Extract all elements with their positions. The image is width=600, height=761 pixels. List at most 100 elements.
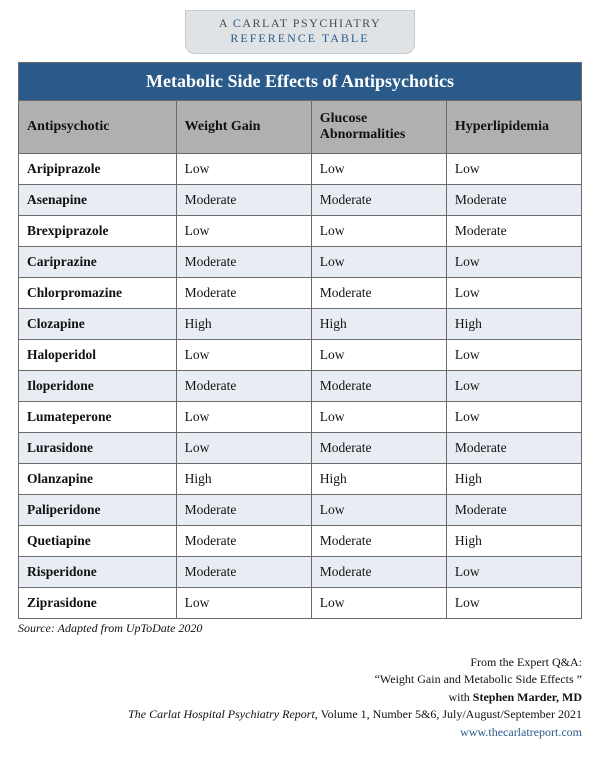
col-header: Glucose Abnormalities [311, 101, 446, 154]
table-cell: High [176, 464, 311, 495]
table-cell: Moderate [176, 495, 311, 526]
table-cell: Low [176, 340, 311, 371]
table-cell: Ziprasidone [19, 588, 177, 619]
table-cell: Lurasidone [19, 433, 177, 464]
table-cell: Low [446, 588, 581, 619]
credits-rest: , Volume 1, Number 5&6, July/August/Sept… [315, 707, 582, 721]
table-cell: High [446, 464, 581, 495]
badge-rest: ARLAT PSYCHIATRY [242, 16, 381, 30]
table-cell: Risperidone [19, 557, 177, 588]
credits-l4: The Carlat Hospital Psychiatry Report, V… [18, 706, 582, 723]
table-row: CariprazineModerateLowLow [19, 247, 582, 278]
table-cell: Paliperidone [19, 495, 177, 526]
table-cell: Moderate [311, 278, 446, 309]
table-cell: High [311, 464, 446, 495]
credits-l1: From the Expert Q&A: [18, 654, 582, 671]
badge-line1: A CARLAT PSYCHIATRY [195, 16, 405, 31]
table-cell: Clozapine [19, 309, 177, 340]
table-cell: Moderate [176, 557, 311, 588]
table-cell: Low [311, 588, 446, 619]
table-cell: Low [176, 588, 311, 619]
table-row: RisperidoneModerateModerateLow [19, 557, 582, 588]
credits-l3-pre: with [448, 690, 472, 704]
table-cell: Moderate [446, 185, 581, 216]
source-note: Source: Adapted from UpToDate 2020 [18, 621, 582, 636]
table-cell: Moderate [311, 526, 446, 557]
table-title: Metabolic Side Effects of Antipsychotics [19, 63, 582, 101]
table-cell: Chlorpromazine [19, 278, 177, 309]
table-cell: Low [176, 154, 311, 185]
table-body: AripiprazoleLowLowLowAsenapineModerateMo… [19, 154, 582, 619]
table-cell: Low [176, 402, 311, 433]
table-row: HaloperidolLowLowLow [19, 340, 582, 371]
table-cell: Cariprazine [19, 247, 177, 278]
table-cell: Moderate [446, 495, 581, 526]
credits-l3: with Stephen Marder, MD [18, 689, 582, 706]
credits-journal: The Carlat Hospital Psychiatry Report [128, 707, 315, 721]
table-cell: Low [311, 495, 446, 526]
credits-l2: “Weight Gain and Metabolic Side Effects … [18, 671, 582, 688]
table-cell: Low [176, 433, 311, 464]
table-cell: Moderate [446, 433, 581, 464]
col-header: Weight Gain [176, 101, 311, 154]
table-cell: Iloperidone [19, 371, 177, 402]
credits-l3-name: Stephen Marder, MD [473, 690, 582, 704]
table-cell: Moderate [176, 278, 311, 309]
table-cell: Moderate [176, 247, 311, 278]
table-cell: Low [446, 278, 581, 309]
table-cell: Quetiapine [19, 526, 177, 557]
table-row: AripiprazoleLowLowLow [19, 154, 582, 185]
table-cell: Low [176, 216, 311, 247]
table-row: LurasidoneLowModerateModerate [19, 433, 582, 464]
table-cell: Moderate [176, 526, 311, 557]
table-row: LumateperoneLowLowLow [19, 402, 582, 433]
title-row: Metabolic Side Effects of Antipsychotics [19, 63, 582, 101]
table-cell: Moderate [311, 371, 446, 402]
table-cell: Low [311, 154, 446, 185]
table-cell: Aripiprazole [19, 154, 177, 185]
table-cell: Low [446, 154, 581, 185]
table-row: QuetiapineModerateModerateHigh [19, 526, 582, 557]
table-row: OlanzapineHighHighHigh [19, 464, 582, 495]
table-cell: Low [311, 247, 446, 278]
table-row: ClozapineHighHighHigh [19, 309, 582, 340]
table-cell: Lumateperone [19, 402, 177, 433]
table-cell: High [311, 309, 446, 340]
table-cell: Moderate [311, 185, 446, 216]
col-header: Antipsychotic [19, 101, 177, 154]
col-header: Hyperlipidemia [446, 101, 581, 154]
metabolic-table: Metabolic Side Effects of Antipsychotics… [18, 62, 582, 619]
table-cell: Moderate [311, 433, 446, 464]
table-row: IloperidoneModerateModerateLow [19, 371, 582, 402]
badge-line2: REFERENCE TABLE [195, 31, 405, 46]
table-cell: Asenapine [19, 185, 177, 216]
reference-badge: A CARLAT PSYCHIATRY REFERENCE TABLE [185, 10, 415, 54]
table-row: ChlorpromazineModerateModerateLow [19, 278, 582, 309]
table-cell: Low [311, 402, 446, 433]
table-cell: Moderate [311, 557, 446, 588]
table-cell: Moderate [176, 185, 311, 216]
table-cell: Low [311, 340, 446, 371]
table-cell: Brexpiprazole [19, 216, 177, 247]
table-cell: High [176, 309, 311, 340]
table-row: PaliperidoneModerateLowModerate [19, 495, 582, 526]
table-row: AsenapineModerateModerateModerate [19, 185, 582, 216]
table-cell: Low [446, 402, 581, 433]
header-row: Antipsychotic Weight Gain Glucose Abnorm… [19, 101, 582, 154]
table-cell: Haloperidol [19, 340, 177, 371]
credits: From the Expert Q&A: “Weight Gain and Me… [18, 654, 582, 741]
table-cell: Low [446, 340, 581, 371]
table-cell: Low [446, 371, 581, 402]
table-row: BrexpiprazoleLowLowModerate [19, 216, 582, 247]
table-cell: High [446, 309, 581, 340]
table-cell: High [446, 526, 581, 557]
table-cell: Low [446, 557, 581, 588]
page: A CARLAT PSYCHIATRY REFERENCE TABLE Meta… [0, 0, 600, 761]
table-cell: Low [446, 247, 581, 278]
table-cell: Olanzapine [19, 464, 177, 495]
table-cell: Moderate [176, 371, 311, 402]
badge-pre: A [219, 16, 233, 30]
credits-url: www.thecarlatreport.com [18, 724, 582, 741]
table-cell: Moderate [446, 216, 581, 247]
badge-c: C [233, 16, 243, 30]
